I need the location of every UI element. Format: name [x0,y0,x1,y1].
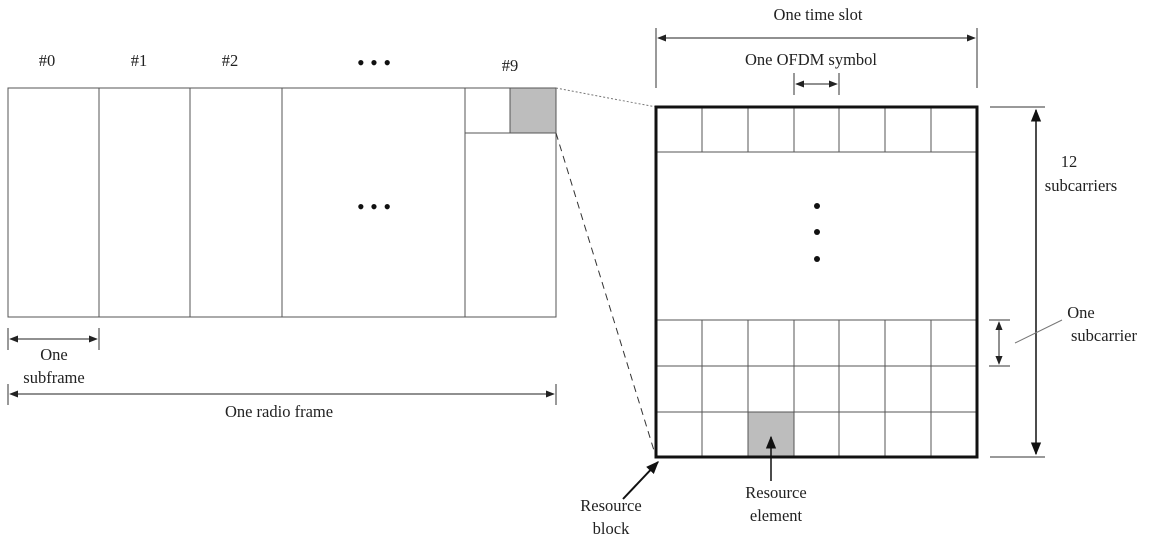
one-subcarrier-label-line1: One [1067,303,1095,322]
resource-element-label-line1: Resource [745,483,806,502]
highlighted-slot [509,87,557,134]
resource-block-pointer [622,461,659,500]
ellipsis-top: • • • [357,50,391,75]
one-subcarrier-leader [1014,319,1063,344]
vertical-ellipsis-dot [814,256,820,262]
one-subframe-label-line2: subframe [23,368,84,387]
one-subcarrier-label-line2: subcarrier [1071,326,1137,345]
subframe-label-0: #0 [39,51,56,70]
one-subframe-label-line1: One [40,345,68,364]
ellipsis-middle: • • • [357,194,391,219]
resource-block-label-line2: block [593,519,630,538]
resource-block-label-line1: Resource [580,496,641,515]
resource-grid [654,105,979,459]
subframe-label-9: #9 [502,56,519,75]
zoom-line-bottom [555,132,657,458]
zoom-line-top [555,87,657,108]
twelve-subcarriers-label-line2: subcarriers [1045,176,1117,195]
subframe-label-1: #1 [131,51,148,70]
slot-cell [464,87,511,134]
resource-element-label-line2: element [750,506,803,525]
one-radio-frame-label: One radio frame [225,402,333,421]
one-time-slot-label: One time slot [774,5,863,24]
resource-block-outline [654,105,979,459]
vertical-ellipsis-dot [814,229,820,235]
subframe-label-2: #2 [222,51,239,70]
twelve-subcarriers-label-line1: 12 [1061,152,1078,171]
radio-frame: #0 #1 #2 • • • #9 • • • One subframe One… [7,50,557,421]
vertical-ellipsis-dot [814,203,820,209]
one-ofdm-symbol-label: One OFDM symbol [745,50,877,69]
